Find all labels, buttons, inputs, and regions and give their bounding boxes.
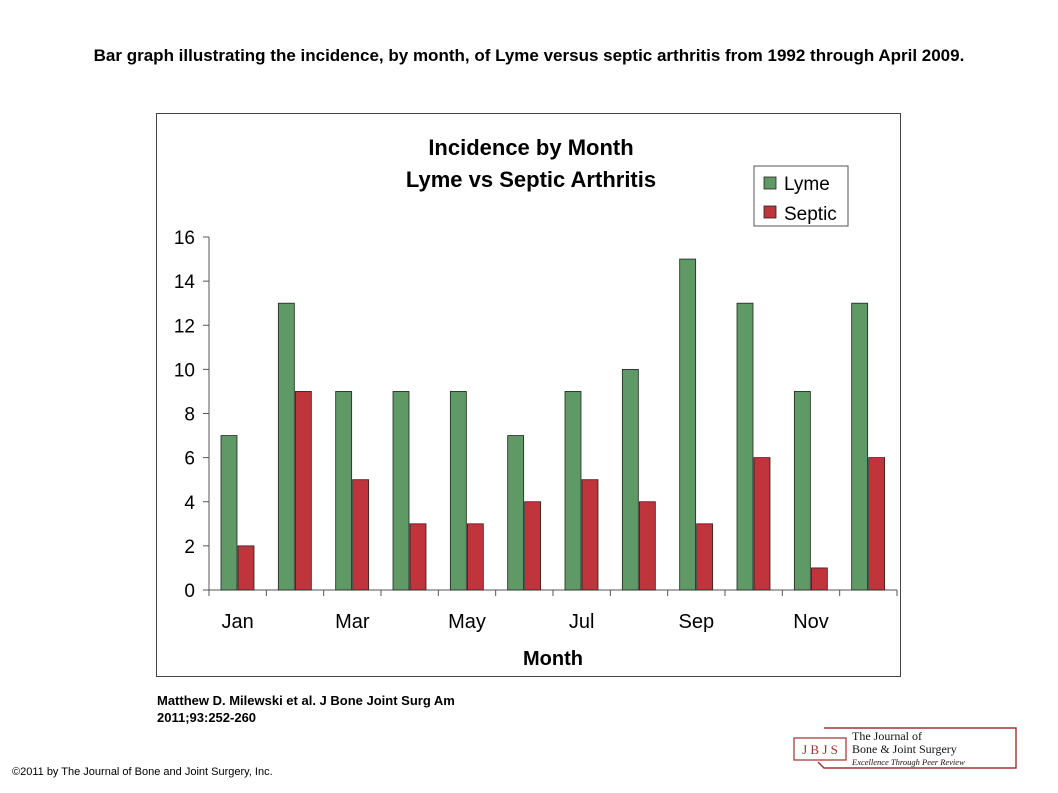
x-tick-label: Nov: [793, 611, 829, 633]
bar-lyme-jun: [507, 435, 525, 591]
logo-tagline: Excellence Through Peer Review: [851, 757, 965, 767]
bar-lyme-sep: [679, 258, 697, 591]
x-tick-label: Jul: [569, 611, 595, 633]
chart-title-line2: Lyme vs Septic Arthritis: [406, 167, 656, 192]
axes: 0 2 4 6 8 10 12 14 16 Jan Mar May Jul Sep Nov: [174, 228, 898, 633]
y-tick-label: 2: [184, 537, 195, 558]
citation-line1: Matthew D. Milewski et al. J Bone Joint …: [157, 693, 455, 708]
logo-monogram: J B J S: [802, 742, 838, 757]
y-tick-label: 16: [174, 228, 195, 249]
legend-swatch-septic: [763, 205, 777, 219]
y-tick-label: 0: [184, 581, 195, 602]
x-tick-label: Mar: [335, 611, 370, 633]
bar-lyme-dec: [851, 302, 869, 591]
x-tick-label: Sep: [679, 611, 715, 633]
legend: Lyme Septic: [753, 165, 849, 227]
bar-septic-jun: [524, 501, 542, 591]
legend-label-lyme: Lyme: [784, 174, 830, 195]
page-title: Bar graph illustrating the incidence, by…: [93, 46, 965, 65]
bar-septic-sep: [696, 523, 714, 591]
bar-septic-aug: [638, 501, 656, 591]
bar-lyme-feb: [277, 302, 295, 591]
bar-septic-feb: [294, 391, 312, 591]
y-tick-label: 6: [184, 449, 195, 470]
bars: [220, 258, 886, 591]
bar-septic-dec: [868, 457, 886, 591]
jbjs-logo: J B J S The Journal of Bone & Joint Surg…: [793, 727, 1017, 769]
chart-svg: Incidence by Month Lyme vs Septic Arthri…: [174, 135, 898, 670]
bar-septic-oct: [753, 457, 771, 591]
bar-septic-apr: [409, 523, 427, 591]
y-tick-label: 10: [174, 360, 195, 381]
chart-frame: Incidence by Month Lyme vs Septic Arthri…: [156, 113, 901, 677]
chart-title-line1: Incidence by Month: [428, 135, 633, 160]
legend-label-septic: Septic: [784, 204, 837, 225]
logo-line2: Bone & Joint Surgery: [852, 742, 957, 756]
bar-lyme-aug: [621, 368, 639, 591]
y-tick-label: 12: [174, 316, 195, 337]
bar-lyme-jul: [564, 391, 582, 591]
bar-septic-jan: [237, 545, 255, 591]
bar-lyme-jan: [220, 435, 238, 591]
bar-septic-mar: [352, 479, 370, 591]
y-tick-label: 8: [184, 405, 195, 426]
x-tick-label: May: [448, 611, 486, 633]
citation: Matthew D. Milewski et al. J Bone Joint …: [157, 692, 577, 726]
bar-lyme-nov: [793, 391, 811, 591]
y-tick-label: 4: [184, 493, 195, 514]
bar-septic-may: [466, 523, 484, 591]
bar-septic-jul: [581, 479, 599, 591]
y-tick-label: 14: [174, 272, 196, 293]
legend-swatch-lyme: [763, 176, 777, 190]
bar-lyme-may: [449, 391, 467, 591]
x-tick-label: Jan: [222, 611, 254, 633]
bar-lyme-oct: [736, 302, 754, 591]
x-axis-label: Month: [523, 648, 583, 670]
bar-lyme-mar: [335, 391, 353, 591]
citation-line2: 2011;93:252-260: [157, 710, 257, 725]
logo-line1: The Journal of: [852, 729, 922, 743]
bar-lyme-apr: [392, 391, 410, 591]
copyright: ©2011 by The Journal of Bone and Joint S…: [12, 766, 273, 778]
bar-septic-nov: [810, 567, 828, 591]
